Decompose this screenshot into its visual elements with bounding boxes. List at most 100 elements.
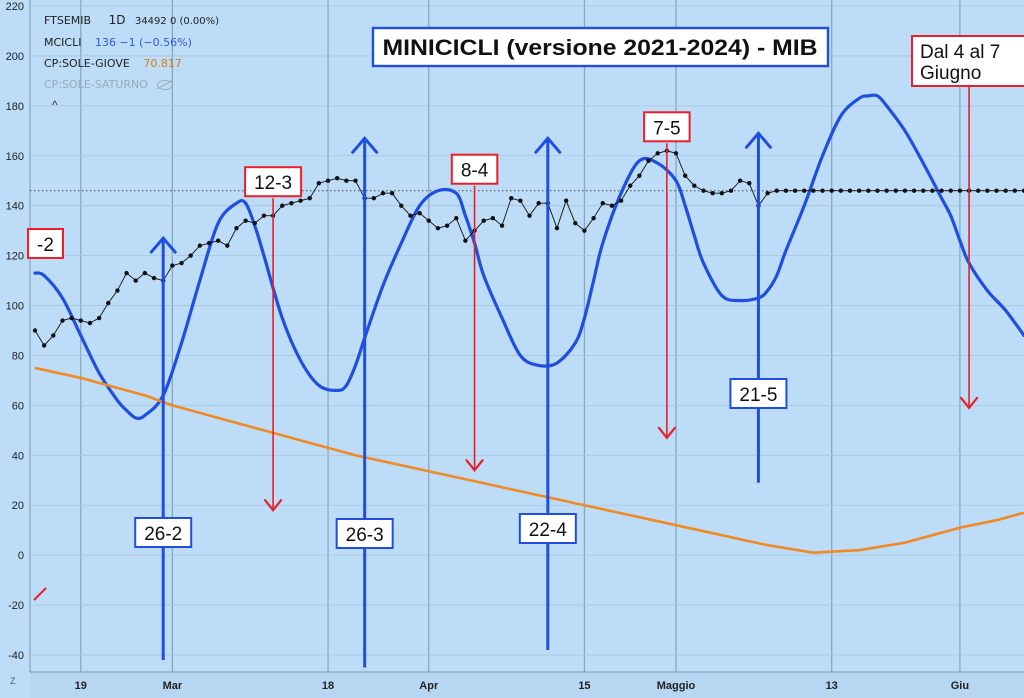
price-point (829, 188, 834, 193)
price-point (289, 200, 294, 206)
price-point (261, 213, 267, 218)
annotation-label: 26-3 (346, 525, 384, 546)
legend-interval: 1D (108, 13, 126, 27)
price-point (875, 188, 880, 193)
legend: FTSEMIB 1D 34492 0 (0.00%) MCICLI 136 −1… (44, 10, 219, 95)
y-tick-label: 60 (12, 400, 24, 412)
annotation-label: 12-3 (254, 173, 292, 194)
price-point (957, 188, 963, 193)
x-tick-label: Apr (419, 680, 439, 692)
annotation-label: 8-4 (461, 161, 489, 182)
price-point (298, 198, 303, 203)
x-axis-band (30, 672, 1024, 698)
price-point (976, 188, 981, 193)
price-point (408, 213, 413, 218)
zoom-button[interactable]: Z (10, 676, 16, 686)
price-point (490, 215, 496, 221)
y-tick-label: 120 (6, 251, 24, 263)
price-point (637, 173, 642, 178)
price-point (673, 151, 679, 156)
annotation-label: -2 (37, 235, 54, 256)
price-point (710, 191, 715, 196)
price-point (454, 215, 459, 221)
arrow-down-icon (657, 426, 676, 440)
legend-symbol: FTSEMIB (44, 14, 92, 27)
annotation-box (729, 378, 788, 409)
y-tick-label: 0 (18, 550, 24, 562)
price-point (930, 188, 935, 193)
annotation-label: 21-5 (739, 385, 777, 406)
price-point (582, 228, 587, 233)
price-point (618, 198, 624, 203)
annotation-box (27, 228, 64, 259)
price-point (911, 188, 917, 193)
price-point (921, 188, 926, 193)
y-tick-label: -20 (8, 600, 24, 612)
x-tick-label: Maggio (657, 680, 696, 692)
price-point (701, 188, 706, 193)
arrow-down-icon (465, 459, 484, 473)
price-point (435, 225, 441, 231)
price-point (737, 178, 743, 183)
price-point (106, 300, 111, 306)
annotation-box (518, 513, 577, 544)
price-point (78, 318, 83, 323)
price-point (518, 198, 523, 203)
price-point (170, 263, 175, 268)
series-cp-sole-giove (34, 366, 1024, 554)
arrow-down-icon (263, 499, 283, 512)
legend-mcicli-value: 136 −1 (−0.56%) (94, 36, 192, 49)
price-point (115, 288, 120, 293)
price-point (765, 191, 770, 196)
chart-title: MINICICLI (versione 2021-2024) - MIB (383, 35, 818, 60)
price-point (51, 333, 56, 338)
y-tick-label: 20 (12, 500, 24, 512)
annotation-label: Dal 4 al 7 (920, 42, 1000, 63)
price-point (774, 188, 779, 193)
price-point (417, 210, 422, 216)
price-point (884, 188, 889, 193)
legend-sole-saturno-row[interactable]: CP:SOLE-SATURNO (44, 74, 219, 95)
price-point (252, 220, 257, 226)
price-point (334, 176, 340, 181)
price-point (32, 328, 38, 333)
legend-mcicli-name: MCICLI (44, 36, 82, 49)
annotation-box (335, 518, 394, 549)
price-point (783, 188, 789, 193)
price-point (41, 343, 47, 348)
legend-sole-giove-row[interactable]: CP:SOLE-GIOVE 70.817 (44, 53, 219, 74)
eye-hidden-icon[interactable] (157, 80, 174, 90)
price-point (948, 188, 953, 193)
price-point (307, 196, 312, 201)
price-point (151, 275, 157, 281)
collapse-legend-icon[interactable]: ^ (52, 98, 58, 112)
y-tick-label: 180 (6, 101, 24, 113)
x-tick-label: 19 (75, 680, 87, 692)
price-point (389, 191, 395, 196)
annotation-box (450, 153, 499, 185)
price-point (481, 218, 486, 223)
price-point (838, 188, 844, 193)
price-point (820, 188, 825, 193)
price-point (325, 178, 331, 183)
price-point (353, 178, 358, 183)
annotation-label: Giugno (920, 63, 981, 84)
price-point (499, 223, 505, 228)
price-point (206, 240, 212, 246)
price-point (609, 203, 615, 208)
price-point (508, 196, 514, 201)
price-point (399, 203, 404, 208)
legend-mcicli-row[interactable]: MCICLI 136 −1 (−0.56%) (44, 32, 219, 53)
y-tick-label: -40 (8, 650, 24, 662)
price-point (856, 188, 862, 193)
arrow-up-icon (744, 130, 772, 149)
price-point (344, 178, 349, 183)
price-point (215, 238, 221, 243)
price-point (573, 220, 578, 226)
y-tick-label: 200 (6, 51, 24, 63)
price-point (527, 213, 532, 218)
annotation-box (911, 35, 1024, 87)
price-point (1021, 188, 1024, 193)
price-point (142, 270, 148, 276)
